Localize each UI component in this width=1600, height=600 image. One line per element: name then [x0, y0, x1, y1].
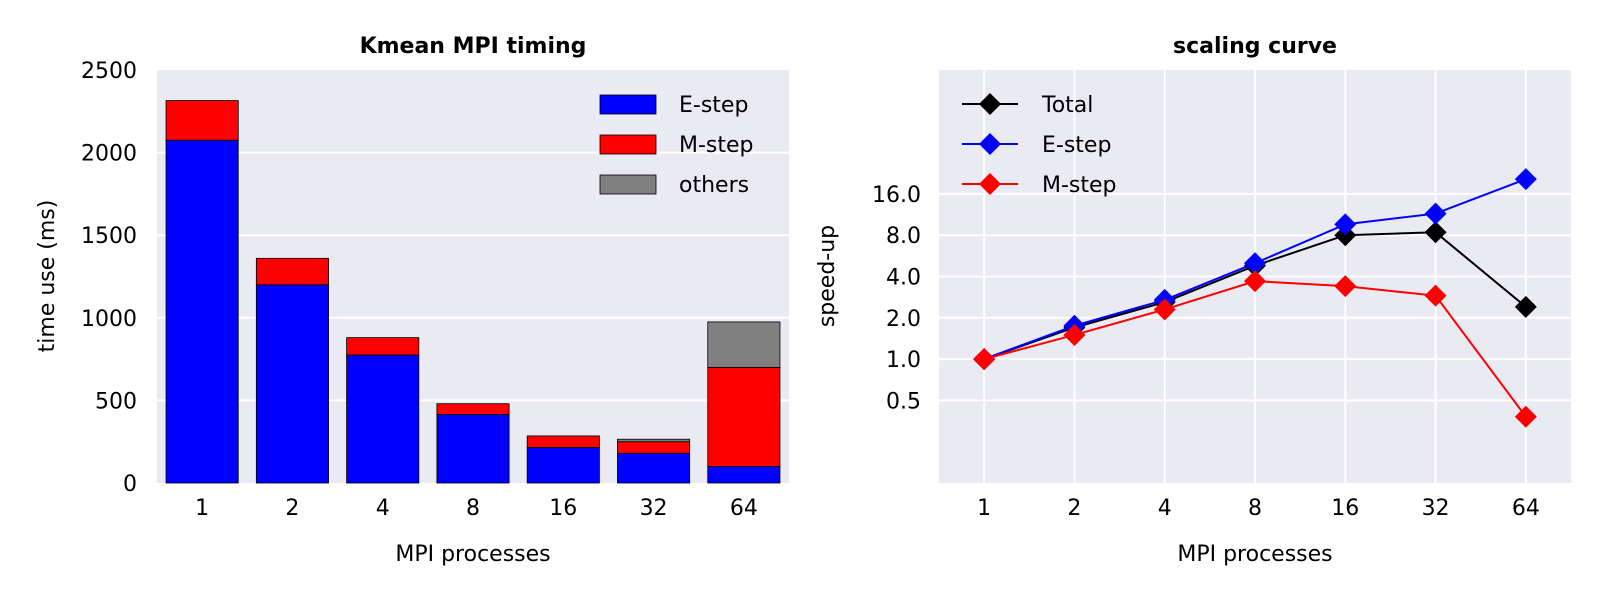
y-tick-label: 4.0 [886, 266, 921, 291]
x-tick-label: 64 [1512, 496, 1540, 521]
x-tick-label: 32 [640, 496, 668, 521]
x-tick-label: 2 [285, 496, 299, 521]
timing-bars [165, 100, 781, 484]
bar-m-step-64 [707, 366, 781, 467]
bar-others-64 [707, 321, 781, 368]
point-e-step-8 [1244, 252, 1266, 275]
legend-marker-e-step [979, 133, 1001, 155]
scaling-x-axis-label: MPI processes [1177, 542, 1332, 567]
x-tick-label: 8 [466, 496, 480, 521]
y-tick-label: 1.0 [886, 348, 921, 373]
y-tick-label: 2500 [81, 59, 137, 84]
legend-marker-total [979, 93, 1001, 115]
x-tick-label: 4 [1158, 496, 1172, 521]
x-tick-label: 16 [1331, 496, 1359, 521]
bar-others-32 [617, 438, 691, 443]
bar-m-step-1 [165, 100, 239, 141]
scaling-x-ticks: 1 2 4 8 16 32 64 [977, 496, 1540, 521]
y-tick-label: 0.5 [886, 389, 921, 414]
x-tick-label: 1 [195, 496, 209, 521]
timing-y-ticks: 0 500 1000 1500 2000 2500 [81, 59, 137, 497]
x-tick-label: 1 [977, 496, 991, 521]
point-e-step-16 [1334, 213, 1357, 236]
bar-e-step-2 [255, 284, 329, 484]
bar-e-step-1 [165, 139, 239, 484]
y-tick-label: 2.0 [886, 307, 921, 332]
y-tick-label: 0 [123, 472, 137, 497]
scaling-y-ticks: 0.5 1.0 2.0 4.0 8.0 16.0 [872, 183, 921, 415]
legend-label-total: Total [1041, 93, 1093, 118]
bar-e-step-4 [346, 354, 420, 484]
legend-swatch-others [599, 174, 657, 195]
legend-label-e-step: E-step [1042, 133, 1111, 158]
legend-label-m-step: M-step [679, 133, 754, 158]
point-m-step-1 [973, 348, 996, 371]
scaling-chart: 0.5 1.0 2.0 4.0 8.0 16.0 1 2 4 8 16 32 64 scaling c… [815, 34, 1571, 567]
legend-label-m-step: M-step [1042, 173, 1117, 198]
bar-e-step-64 [707, 466, 781, 484]
y-tick-label: 16.0 [872, 183, 921, 208]
bar-m-step-2 [255, 257, 329, 286]
legend-label-e-step: E-step [679, 93, 748, 118]
timing-x-axis-label: MPI processes [395, 542, 550, 567]
legend-label-others: others [679, 173, 749, 198]
point-m-step-16 [1334, 275, 1357, 298]
bar-m-step-16 [526, 435, 600, 448]
point-e-step-32 [1424, 202, 1447, 225]
x-tick-label: 32 [1422, 496, 1450, 521]
x-tick-label: 4 [376, 496, 390, 521]
bar-e-step-8 [436, 414, 510, 484]
scaling-y-axis-label: speed-up [815, 225, 840, 327]
bar-e-step-32 [617, 452, 691, 484]
scaling-legend: Total E-step M-step [962, 93, 1117, 198]
timing-legend: E-step M-step others [599, 93, 754, 198]
x-tick-label: 64 [730, 496, 758, 521]
scaling-lines [973, 168, 1537, 428]
y-tick-label: 1500 [81, 224, 137, 249]
bar-e-step-16 [526, 447, 600, 484]
timing-x-ticks: 1 2 4 8 16 32 64 [195, 496, 758, 521]
x-tick-label: 16 [549, 496, 577, 521]
bar-m-step-32 [617, 441, 691, 454]
y-tick-label: 8.0 [886, 224, 921, 249]
point-total-64 [1514, 295, 1537, 318]
point-m-step-8 [1244, 270, 1266, 293]
legend-swatch-m-step [599, 134, 657, 155]
point-e-step-64 [1514, 168, 1537, 191]
y-tick-label: 2000 [81, 142, 137, 167]
bar-m-step-4 [346, 337, 420, 356]
bar-m-step-8 [436, 403, 510, 415]
y-tick-label: 500 [95, 389, 137, 414]
point-m-step-32 [1424, 284, 1447, 307]
legend-marker-m-step [979, 173, 1001, 195]
point-m-step-4 [1153, 298, 1176, 321]
scaling-title: scaling curve [1173, 34, 1337, 59]
legend-swatch-e-step [599, 94, 657, 115]
point-m-step-64 [1514, 405, 1537, 428]
x-tick-label: 2 [1067, 496, 1081, 521]
x-tick-label: 8 [1248, 496, 1262, 521]
point-m-step-2 [1063, 323, 1086, 346]
timing-title: Kmean MPI timing [360, 34, 587, 59]
timing-y-axis-label: time use (ms) [35, 200, 60, 353]
timing-chart: 0 500 1000 1500 2000 2500 1 2 4 8 16 32 64 Kmean MP… [35, 34, 789, 567]
y-tick-label: 1000 [81, 307, 137, 332]
point-total-32 [1424, 221, 1447, 244]
